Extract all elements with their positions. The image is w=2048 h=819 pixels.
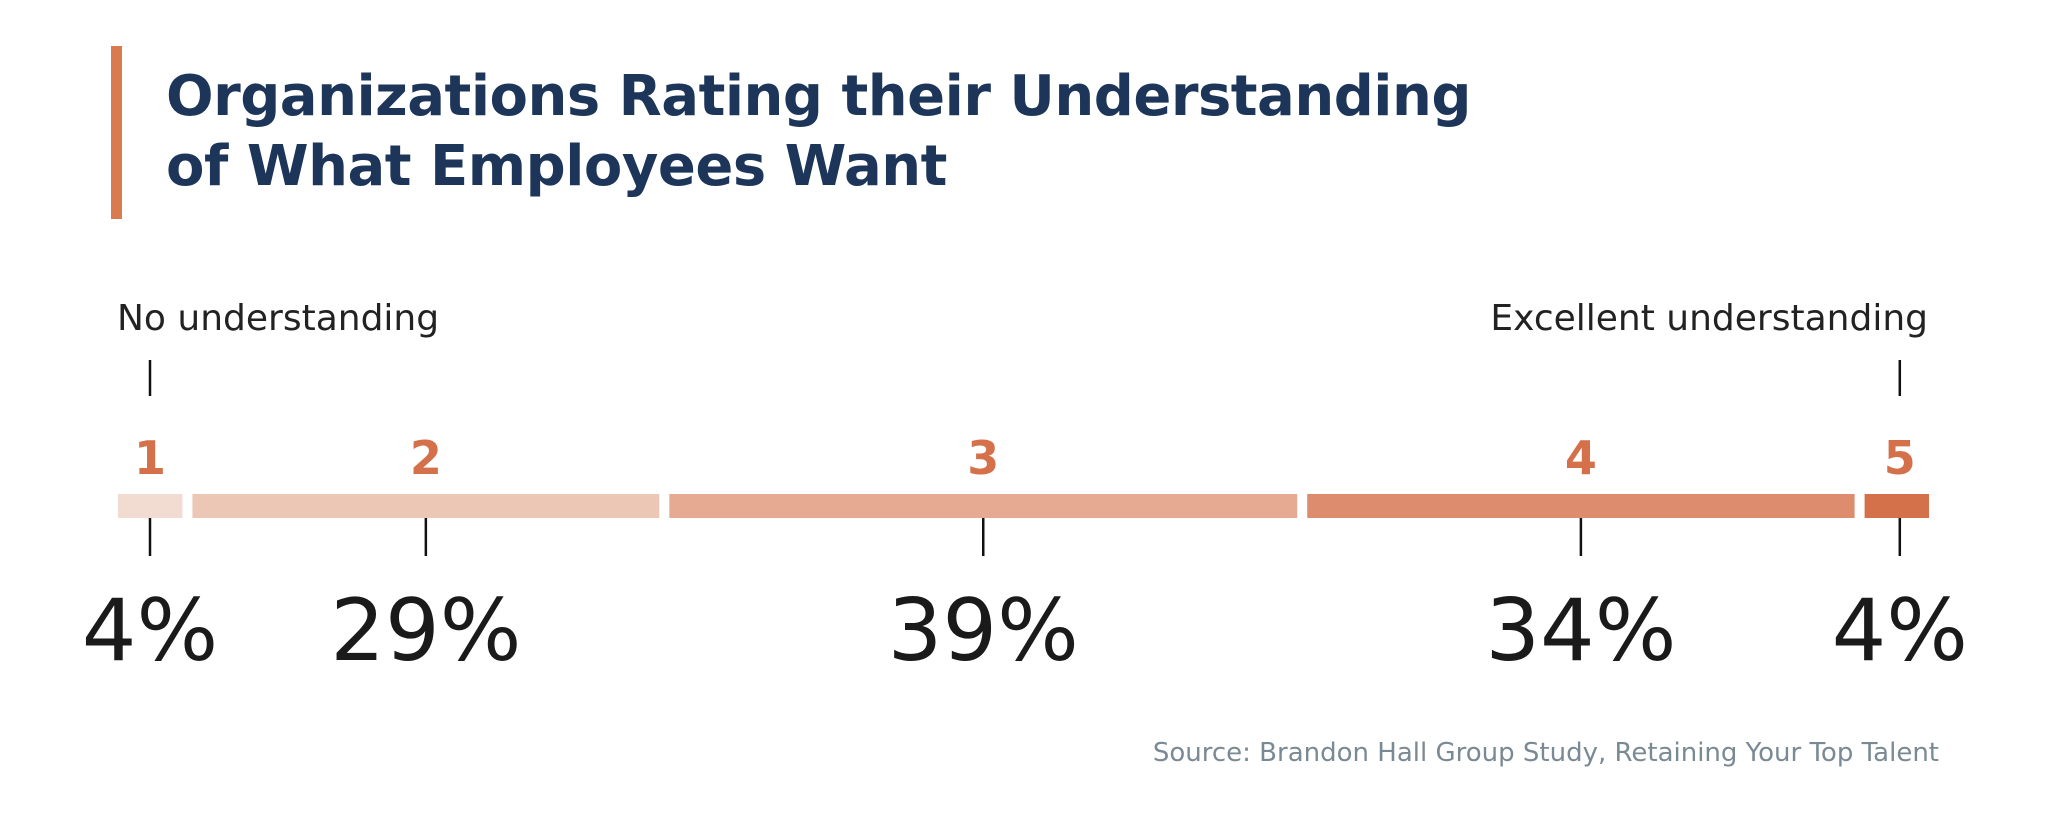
- category-label-2: 2: [410, 431, 442, 485]
- category-label-3: 3: [967, 431, 999, 485]
- value-label-2: 29%: [330, 581, 521, 681]
- bar-segment-4: [1307, 494, 1855, 518]
- category-label-4: 4: [1565, 431, 1597, 485]
- value-label-5: 4%: [1832, 581, 1968, 681]
- category-label-5: 5: [1884, 431, 1916, 485]
- title-line-1: Organizations Rating their Understanding: [166, 64, 1471, 129]
- bar-segment-3: [669, 494, 1298, 518]
- category-label-1: 1: [134, 431, 166, 485]
- bar-segment-2: [192, 494, 660, 518]
- title-line-2: of What Employees Want: [166, 134, 947, 199]
- value-label-3: 39%: [888, 581, 1079, 681]
- scale-high-label: Excellent understanding: [1490, 298, 1928, 339]
- value-label-4: 34%: [1485, 581, 1676, 681]
- bar-segment-5: [1864, 494, 1929, 518]
- source-note: Source: Brandon Hall Group Study, Retain…: [1152, 738, 1939, 768]
- title-accent-bar: [111, 46, 122, 219]
- value-label-1: 4%: [82, 581, 218, 681]
- chart-title: Organizations Rating their Understanding…: [166, 62, 1471, 202]
- bar-segment-1: [118, 494, 183, 518]
- scale-low-label: No understanding: [117, 298, 440, 339]
